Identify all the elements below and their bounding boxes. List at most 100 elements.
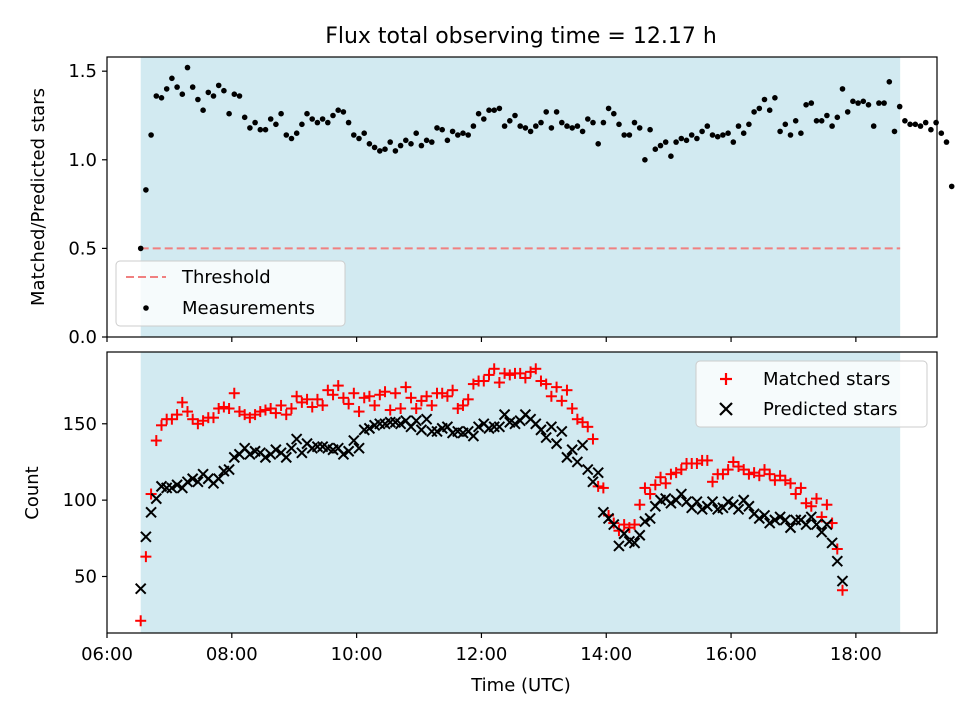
- predicted-star-point: [815, 526, 828, 538]
- bottom-legend-box: [695, 360, 928, 428]
- measurement-point: [668, 153, 674, 159]
- measurement-point: [855, 100, 861, 106]
- measurement-point: [278, 110, 284, 117]
- predicted-star-point: [545, 421, 558, 433]
- measurement-point: [548, 125, 555, 131]
- predicted-star-point: [244, 448, 256, 461]
- matched-star-point: [660, 477, 672, 489]
- measurement-point: [798, 130, 804, 136]
- measurement-point: [397, 142, 404, 149]
- matched-star-point: [634, 499, 646, 511]
- matched-stars-series: [135, 363, 848, 627]
- measurement-point: [559, 119, 565, 126]
- measurement-point: [881, 100, 887, 106]
- top-panel: 0.0 0.5 1.0 1.5 Matched/Predicted stars Thr…: [28, 56, 955, 348]
- measurement-point: [636, 125, 643, 131]
- top-axes-frame: [106, 56, 938, 338]
- y-tick-label: 50: [74, 566, 97, 587]
- measurement-point: [189, 84, 196, 90]
- measurement-point: [735, 123, 742, 129]
- predicted-star-point: [285, 442, 298, 454]
- predicted-star-point: [280, 451, 292, 464]
- measurement-point: [371, 144, 378, 151]
- measurement-point: [834, 114, 841, 121]
- measurement-point: [522, 125, 529, 131]
- bottom-y-axis-label: Count: [22, 466, 43, 519]
- matched-star-point: [447, 384, 459, 396]
- top-x-ticks: [106, 337, 857, 342]
- measurement-point: [725, 130, 731, 136]
- measurement-point: [678, 135, 685, 142]
- matched-star-point: [821, 499, 833, 511]
- predicted-star-point: [296, 447, 308, 459]
- measurement-point: [813, 118, 820, 124]
- matched-star-point: [810, 493, 822, 505]
- predicted-star-point: [571, 456, 584, 468]
- matched-star-point: [753, 470, 765, 482]
- predicted-star-point: [743, 500, 755, 512]
- matched-star-point: [545, 390, 557, 402]
- predicted-star-point: [540, 431, 552, 444]
- chart-title: Flux total observing time = 12.17 h: [325, 24, 717, 49]
- predicted-star-point: [644, 512, 656, 525]
- predicted-star-point: [764, 517, 776, 529]
- measurement-point: [137, 245, 144, 252]
- predicted-star-point: [556, 425, 568, 438]
- measurement-point: [345, 119, 352, 126]
- measurement-point: [184, 64, 191, 71]
- top-legend: Threshold Measurements: [115, 260, 346, 327]
- predicted-star-point: [826, 537, 838, 549]
- matched-star-point: [644, 488, 656, 500]
- measurement-point: [912, 121, 919, 128]
- x-tick-label: 14:00: [580, 644, 632, 665]
- matched-star-point: [613, 525, 625, 537]
- matched-star-point: [649, 479, 661, 491]
- measurement-point: [595, 141, 601, 147]
- matched-star-point: [764, 468, 776, 480]
- predicted-star-point: [493, 421, 506, 433]
- matched-star-point: [135, 615, 147, 627]
- measurement-point: [579, 128, 586, 135]
- measurement-point: [340, 109, 347, 115]
- measurement-point: [382, 146, 388, 152]
- predicted-star-point: [566, 444, 578, 456]
- measurement-point: [865, 102, 872, 108]
- matched-star-point: [353, 406, 365, 418]
- measurement-point: [215, 82, 222, 89]
- matched-star-point: [176, 396, 188, 408]
- matched-star-point: [410, 403, 422, 415]
- matched-star-point: [332, 380, 344, 392]
- measurement-point: [673, 139, 679, 145]
- matched-star-point: [150, 435, 162, 447]
- measurement-point: [449, 128, 456, 135]
- matched-star-point: [582, 421, 594, 433]
- matched-star-point: [306, 401, 318, 413]
- top-legend-box: [115, 260, 346, 327]
- predicted-star-point: [789, 514, 802, 526]
- measurement-point: [585, 116, 591, 122]
- matched-star-point: [389, 387, 401, 399]
- matched-star-point: [317, 399, 329, 411]
- predicted-star-point: [384, 416, 396, 428]
- bottom-axes-frame: [106, 351, 938, 634]
- predicted-star-point: [431, 425, 443, 438]
- matched-star-point: [499, 367, 511, 379]
- measurement-point: [299, 121, 305, 128]
- measurement-point: [943, 139, 950, 145]
- measurement-point: [507, 118, 513, 124]
- measurement-point: [361, 130, 368, 136]
- measurement-point: [751, 109, 757, 115]
- matched-star-point: [836, 584, 848, 596]
- predicted-star-point: [675, 488, 688, 500]
- measurement-point: [330, 112, 336, 119]
- predicted-star-point: [186, 473, 199, 485]
- measurement-point: [319, 116, 326, 122]
- matched-star-point: [462, 393, 474, 405]
- matched-star-point: [597, 482, 609, 494]
- predicted-star-point: [311, 440, 324, 453]
- measurement-point: [818, 118, 825, 124]
- predicted-star-point: [665, 497, 677, 509]
- measurement-point: [699, 128, 705, 135]
- measurement-point: [844, 109, 851, 115]
- measurement-point: [683, 137, 690, 144]
